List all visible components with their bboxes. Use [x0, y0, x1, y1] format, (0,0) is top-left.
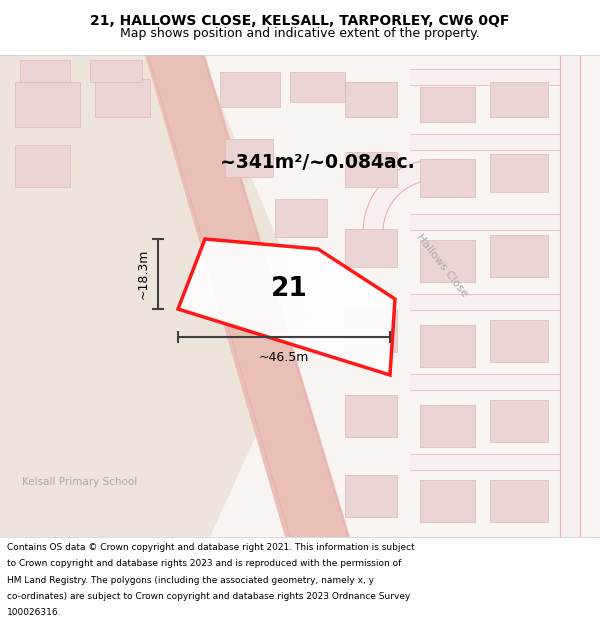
Bar: [490, 235, 548, 277]
Text: 21, HALLOWS CLOSE, KELSALL, TARPORLEY, CW6 0QF: 21, HALLOWS CLOSE, KELSALL, TARPORLEY, C…: [91, 14, 509, 28]
Text: 100026316.: 100026316.: [7, 608, 62, 618]
Bar: [345, 152, 397, 187]
Bar: [15, 145, 70, 187]
Bar: [90, 60, 142, 82]
Bar: [420, 87, 475, 122]
Bar: [290, 72, 345, 102]
Bar: [420, 480, 475, 522]
Bar: [420, 405, 475, 447]
Bar: [225, 139, 273, 177]
Text: Hallows Close: Hallows Close: [415, 232, 470, 298]
Bar: [345, 310, 397, 352]
Bar: [95, 79, 150, 117]
Text: HM Land Registry. The polygons (including the associated geometry, namely x, y: HM Land Registry. The polygons (includin…: [7, 576, 374, 585]
Polygon shape: [363, 160, 446, 264]
Bar: [420, 159, 475, 197]
Text: Contains OS data © Crown copyright and database right 2021. This information is : Contains OS data © Crown copyright and d…: [7, 543, 415, 552]
Bar: [345, 395, 397, 437]
Bar: [220, 72, 280, 107]
Bar: [420, 325, 475, 367]
Bar: [15, 82, 80, 127]
Bar: [345, 229, 397, 267]
Bar: [490, 82, 548, 117]
Bar: [275, 199, 327, 237]
Bar: [490, 480, 548, 522]
Bar: [345, 475, 397, 517]
Polygon shape: [178, 239, 395, 375]
Text: ~18.3m: ~18.3m: [137, 249, 150, 299]
Text: 21: 21: [271, 276, 308, 302]
Bar: [490, 400, 548, 442]
Polygon shape: [0, 55, 310, 537]
Bar: [345, 82, 397, 117]
Bar: [490, 320, 548, 362]
Text: co-ordinates) are subject to Crown copyright and database rights 2023 Ordnance S: co-ordinates) are subject to Crown copyr…: [7, 592, 410, 601]
Polygon shape: [145, 55, 350, 537]
Bar: [20, 60, 70, 82]
Text: Map shows position and indicative extent of the property.: Map shows position and indicative extent…: [120, 27, 480, 39]
Text: ~341m²/~0.084ac.: ~341m²/~0.084ac.: [220, 152, 415, 171]
Text: ~46.5m: ~46.5m: [259, 351, 309, 364]
Bar: [420, 240, 475, 282]
Bar: [490, 154, 548, 192]
Text: to Crown copyright and database rights 2023 and is reproduced with the permissio: to Crown copyright and database rights 2…: [7, 559, 401, 569]
Text: Kelsall Primary School: Kelsall Primary School: [22, 477, 137, 487]
